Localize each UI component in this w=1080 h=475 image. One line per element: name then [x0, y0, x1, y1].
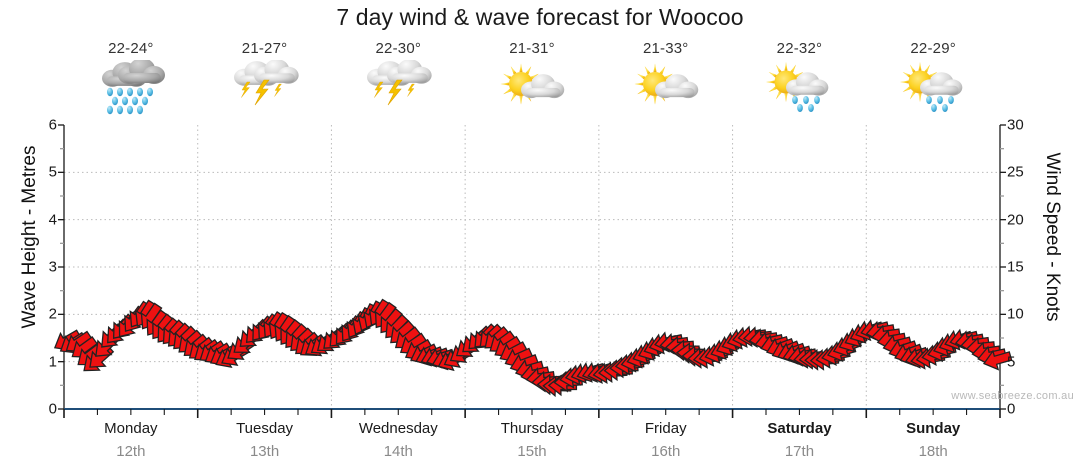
day-name: Wednesday: [358, 420, 438, 437]
temperature-range: 21-33°: [642, 40, 689, 57]
day-header-saturday: 22-32°: [733, 38, 867, 126]
thunderstorm-icon: [228, 59, 302, 116]
wind-arrow-series: [53, 298, 1013, 398]
day-date: 13th: [249, 443, 280, 460]
day-header-tuesday: 21-27°: [198, 38, 332, 126]
right-axis-title: Wind Speed - Knots: [1042, 152, 1063, 321]
left-axis-tick-label: 5: [48, 163, 57, 181]
day-header-strip: 22-24°: [64, 38, 1000, 126]
day-name: Saturday: [767, 420, 832, 437]
day-name: Tuesday: [236, 420, 294, 437]
rain-icon: [94, 58, 168, 116]
temperature-range: 22-24°: [108, 40, 154, 57]
day-footer-saturday: Saturday 17th: [733, 414, 867, 472]
temperature-range: 21-31°: [509, 40, 555, 57]
day-header-monday: 22-24°: [64, 38, 198, 126]
day-footer-wednesday: Wednesday 14th: [331, 414, 465, 472]
day-header-friday: 21-33°: [599, 38, 733, 126]
right-axis-tick-label: 10: [1007, 305, 1024, 323]
watermark: www.seabreeze.com.au: [951, 390, 1074, 402]
day-name: Sunday: [906, 420, 961, 437]
day-date: 16th: [651, 443, 681, 460]
partly-cloudy-icon: [495, 60, 569, 116]
partly-cloudy-icon: [629, 60, 703, 116]
day-footer-tuesday: Tuesday 13th: [198, 414, 332, 472]
left-axis-tick-label: 0: [48, 400, 57, 418]
left-axis-tick-label: 3: [48, 258, 57, 276]
day-date: 14th: [383, 443, 413, 460]
right-axis-tick-label: 0: [1007, 400, 1016, 418]
day-footer-monday: Monday 12th: [64, 414, 198, 472]
left-axis-title: Wave Height - Metres: [19, 145, 40, 329]
day-name: Thursday: [500, 420, 564, 437]
left-axis-tick-label: 2: [48, 305, 57, 323]
plot-area: 0 1 2 3 4 5 6 0 5 10 15 20 25 30: [49, 117, 1024, 418]
wind-arrow: [982, 349, 1013, 371]
day-header-wednesday: 22-30°: [331, 38, 465, 126]
day-footer-sunday: Sunday 18th: [866, 414, 1000, 472]
day-date: 17th: [784, 443, 815, 460]
page-title: 7 day wind & wave forecast for Woocoo: [336, 4, 744, 30]
temperature-range: 22-29°: [910, 40, 956, 57]
temperature-range: 21-27°: [241, 40, 288, 57]
sun-shower-icon: [762, 60, 836, 116]
day-name: Friday: [644, 420, 687, 437]
right-axis-tick-label: 25: [1007, 163, 1024, 181]
day-date: 18th: [918, 443, 948, 460]
temperature-range: 22-32°: [776, 40, 823, 57]
day-name: Monday: [104, 420, 158, 437]
left-axis-tick-label: 4: [48, 211, 57, 229]
temperature-range: 22-30°: [375, 40, 422, 57]
wind-arrow-plot: [53, 124, 1013, 418]
day-footer-friday: Friday 16th: [599, 414, 733, 472]
right-axis-tick-label: 30: [1007, 116, 1024, 134]
right-axis-tick-label: 15: [1007, 258, 1024, 276]
day-date: 15th: [517, 443, 547, 460]
day-header-thursday: 21-31°: [465, 38, 599, 126]
left-axis-tick-label: 6: [48, 116, 57, 134]
thunderstorm-icon: [361, 59, 435, 116]
day-footer-thursday: Thursday 15th: [465, 414, 599, 472]
day-footer-strip: Monday 12th Tuesday 13th Wednesday 14th Thursd…: [64, 414, 1000, 472]
sun-shower-icon: [896, 60, 970, 116]
right-axis-tick-label: 5: [1007, 353, 1016, 371]
right-axis-tick-label: 20: [1007, 211, 1024, 229]
day-header-sunday: 22-29°: [866, 38, 1000, 126]
left-axis-tick-label: 1: [48, 353, 57, 371]
day-date: 12th: [116, 443, 146, 460]
